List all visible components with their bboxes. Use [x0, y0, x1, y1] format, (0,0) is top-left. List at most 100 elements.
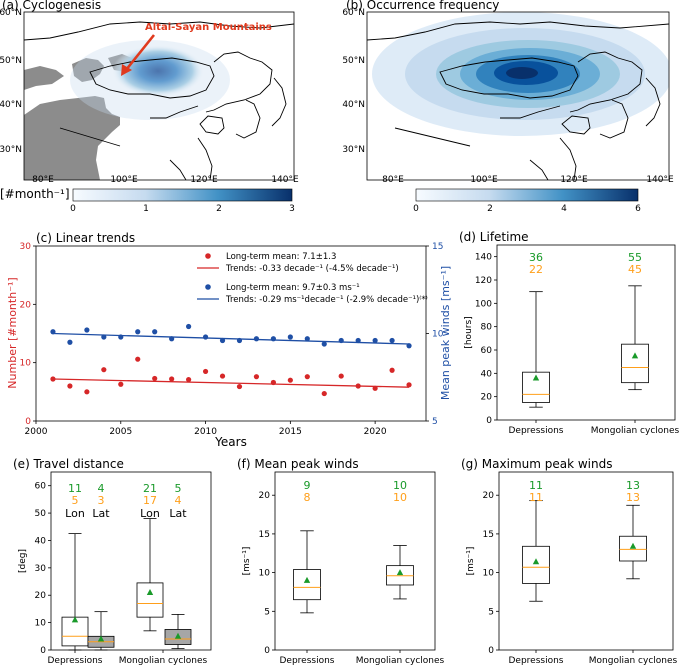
lat-label: 50°N [342, 56, 365, 66]
mean-value-label: 11 [68, 482, 82, 495]
category-label: Mongolian cyclones [119, 656, 208, 665]
lat-label: 60°N [342, 8, 365, 18]
mean-marker [174, 632, 182, 639]
median-value-label: 8 [304, 491, 311, 504]
lon-label: 100°E [470, 175, 498, 185]
data-point [321, 390, 327, 397]
mean-value-label: 5 [175, 482, 182, 495]
data-point [355, 337, 361, 344]
panel-frame [496, 244, 676, 421]
data-point [118, 381, 124, 387]
panel-b-occurrence: (b) Occurrence frequency [342, 0, 674, 214]
frequency-band-7 [506, 67, 538, 79]
colorbar-label: [#month⁻¹] [0, 187, 70, 201]
data-point [169, 336, 175, 342]
mean-marker [532, 558, 540, 565]
y-tick-label: 0 [486, 416, 492, 426]
colorbar-tick: 3 [289, 204, 295, 214]
mean-marker [146, 588, 154, 595]
mean-marker [532, 374, 540, 381]
y-tick-label: 30 [35, 564, 47, 574]
panel-b-lon-labels: 80°E 100°E 120°E 140°E [382, 175, 674, 185]
category-label: Mongolian cyclones [356, 656, 445, 665]
y-tick-label: 20 [481, 393, 493, 403]
y-tick-label: 140 [475, 253, 492, 263]
lon-label: 100°E [110, 175, 138, 185]
data-point [101, 367, 107, 373]
data-point [389, 337, 395, 344]
y-tick-label: 120 [475, 276, 492, 286]
data-point [321, 341, 327, 347]
annotation-arrow [124, 34, 156, 71]
altai-sayan-label: Altai-Sayan Mountains [145, 22, 272, 33]
y-tick-label: 40 [481, 369, 493, 379]
data-point [219, 337, 226, 344]
data-point [270, 336, 276, 342]
panel-c-legend: Long-term mean: 7.1±1.3 Trends: -0.33 de… [197, 252, 428, 305]
category-label: Depressions [509, 656, 564, 665]
legend-marker-blue [205, 284, 211, 290]
panel-a-cyclogenesis: (a) Cyclogenesis [0, 0, 299, 214]
panel-b-lat-labels: 60°N 50°N 40°N 30°N [342, 8, 365, 155]
data-point [389, 367, 395, 373]
mean-marker [629, 542, 637, 549]
panel-c-ylabel-right: Mean peak winds [ms⁻¹] [439, 266, 452, 400]
data-point [253, 336, 260, 342]
median-value-label: 45 [628, 263, 642, 276]
data-point [169, 376, 175, 382]
colorbar-tick: 1 [143, 204, 149, 214]
panel-b-frame [366, 11, 670, 181]
median-value-label: 13 [626, 491, 640, 504]
panel-title: (d) Lifetime [459, 230, 529, 244]
colorbar-tick: 0 [70, 204, 76, 214]
sub-label: Lon [65, 507, 85, 520]
colorbar-tick: 2 [487, 204, 493, 214]
mean-value-label: 10 [393, 479, 407, 492]
y-tick-label: 20 [259, 491, 271, 501]
data-point [118, 334, 124, 340]
lon-label: 120°E [560, 175, 588, 185]
colorbar-tick: 6 [635, 204, 641, 214]
y-right-tick-label: 10 [432, 330, 444, 340]
sub-label: Lon [140, 507, 160, 520]
box-iqr [522, 545, 550, 584]
y-tick-label: 60 [481, 346, 493, 356]
mean-marker [631, 352, 639, 359]
data-point [135, 329, 141, 335]
y-tick-label: 5 [488, 607, 494, 617]
trend-line [52, 378, 410, 388]
box-iqr [293, 569, 321, 601]
colorbar-a-ticks: 0 1 2 3 [70, 204, 295, 214]
lon-label: 140°E [646, 175, 674, 185]
y-tick-label: 10 [35, 619, 47, 629]
data-point [202, 334, 209, 340]
terrain-mask [24, 96, 120, 180]
mean-value-label: 36 [529, 251, 543, 264]
panel-a-lon-labels: 80°E 100°E 120°E 140°E [32, 175, 299, 185]
legend-entry: Trends: -0.29 ms⁻¹decade⁻¹ (-2.9% decade… [225, 295, 428, 305]
panel-frame [274, 471, 436, 651]
median-value-label: 17 [143, 494, 157, 507]
data-point [406, 382, 412, 388]
category-label: Depressions [280, 656, 335, 665]
panel-c-title: (c) Linear trends [36, 231, 135, 245]
y-tick-label: 0 [40, 646, 46, 656]
series-winds [50, 323, 412, 349]
data-point [270, 379, 276, 386]
y-tick-label: 15 [259, 530, 270, 540]
y-tick-label: 60 [35, 482, 47, 492]
y-tick-label: 100 [475, 299, 492, 309]
median-value-label: 10 [393, 491, 407, 504]
data-point [67, 339, 73, 345]
data-point [84, 327, 90, 333]
data-point [219, 373, 226, 379]
mean-value-label: 55 [628, 251, 642, 264]
x-tick-label: 2015 [279, 427, 302, 437]
lon-label: 120°E [190, 175, 218, 185]
panel-c-y-ticks-right: 5 10 15 [426, 242, 444, 427]
category-label: Depressions [48, 656, 103, 665]
panel-b-title: (b) Occurrence frequency [346, 0, 499, 12]
coastlines [24, 21, 294, 180]
panel-c-x-ticks: 2000 2005 2010 2015 2020 [25, 421, 387, 437]
y-tick-label: 40 [35, 536, 47, 546]
